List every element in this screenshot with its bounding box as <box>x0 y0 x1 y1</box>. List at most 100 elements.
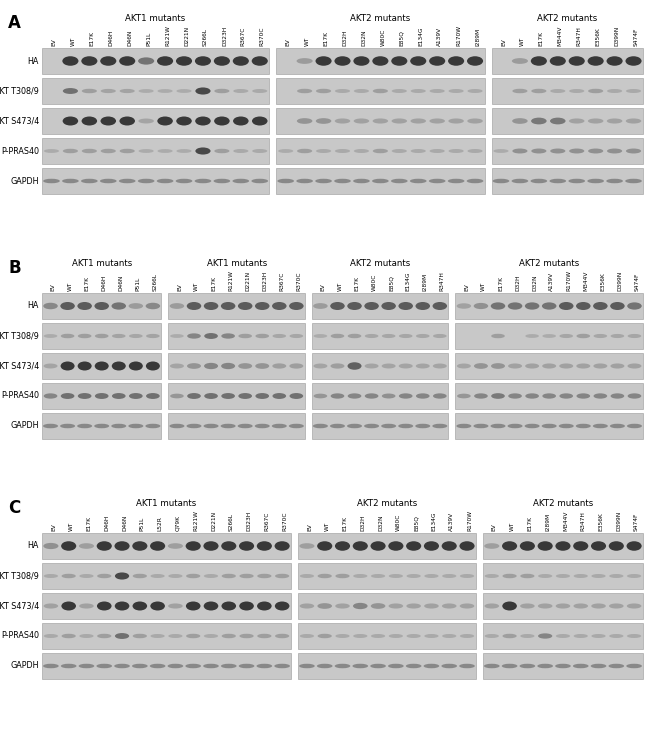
Ellipse shape <box>222 601 236 610</box>
Ellipse shape <box>120 117 135 126</box>
Ellipse shape <box>150 664 166 668</box>
Ellipse shape <box>484 604 499 608</box>
Ellipse shape <box>60 424 75 428</box>
Ellipse shape <box>170 363 184 369</box>
Text: W80C: W80C <box>372 273 376 291</box>
Bar <box>456 323 643 349</box>
Ellipse shape <box>607 148 622 154</box>
Text: R121W: R121W <box>193 510 198 531</box>
Ellipse shape <box>77 302 92 310</box>
Ellipse shape <box>433 393 447 398</box>
Ellipse shape <box>508 424 523 428</box>
Ellipse shape <box>239 334 252 339</box>
Ellipse shape <box>176 117 192 126</box>
Text: R347H: R347H <box>577 26 582 46</box>
Ellipse shape <box>317 603 332 609</box>
Ellipse shape <box>542 303 556 309</box>
Ellipse shape <box>382 334 395 338</box>
Ellipse shape <box>255 393 269 399</box>
Text: P51L: P51L <box>136 276 141 291</box>
Text: AKT1 mutants: AKT1 mutants <box>207 259 266 268</box>
Bar <box>42 323 161 349</box>
Ellipse shape <box>391 118 407 124</box>
Ellipse shape <box>541 424 556 428</box>
Ellipse shape <box>239 542 254 551</box>
Ellipse shape <box>610 302 625 310</box>
Bar <box>276 78 484 104</box>
Ellipse shape <box>233 179 249 184</box>
Ellipse shape <box>168 543 183 549</box>
Ellipse shape <box>432 424 447 428</box>
Text: D46N: D46N <box>122 515 127 531</box>
Ellipse shape <box>43 424 58 428</box>
Ellipse shape <box>187 393 201 399</box>
Ellipse shape <box>493 149 508 153</box>
Ellipse shape <box>316 149 331 153</box>
Ellipse shape <box>186 542 201 551</box>
Ellipse shape <box>316 89 331 93</box>
Text: D399N: D399N <box>615 25 619 46</box>
Bar <box>42 48 269 74</box>
Text: AKT T308/9: AKT T308/9 <box>0 86 39 96</box>
Bar <box>456 383 643 409</box>
Bar <box>298 563 476 589</box>
Ellipse shape <box>81 179 98 184</box>
Text: W80C: W80C <box>396 514 401 531</box>
Ellipse shape <box>538 574 552 578</box>
Ellipse shape <box>95 362 109 371</box>
Ellipse shape <box>151 574 164 578</box>
Ellipse shape <box>313 334 327 338</box>
Ellipse shape <box>371 634 385 638</box>
Bar <box>491 138 643 164</box>
Text: D46H: D46H <box>101 275 107 291</box>
Ellipse shape <box>221 393 235 399</box>
Ellipse shape <box>255 302 270 310</box>
Ellipse shape <box>79 634 94 638</box>
Ellipse shape <box>467 149 482 153</box>
Ellipse shape <box>239 664 254 668</box>
Text: WT: WT <box>68 282 73 291</box>
Ellipse shape <box>569 56 585 66</box>
Ellipse shape <box>410 56 426 66</box>
Ellipse shape <box>577 393 590 398</box>
Ellipse shape <box>313 424 328 428</box>
Text: GAPDH: GAPDH <box>10 422 39 431</box>
Ellipse shape <box>221 542 237 551</box>
Bar <box>42 168 269 194</box>
Text: S266L: S266L <box>229 513 234 531</box>
Ellipse shape <box>79 604 94 608</box>
Text: R170W: R170W <box>467 510 472 531</box>
Ellipse shape <box>101 117 116 126</box>
Bar <box>168 383 305 409</box>
Ellipse shape <box>416 363 430 369</box>
Ellipse shape <box>168 574 183 578</box>
Ellipse shape <box>591 542 606 551</box>
Text: P51L: P51L <box>146 31 151 46</box>
Ellipse shape <box>62 634 76 638</box>
Bar <box>491 78 643 104</box>
Bar <box>42 138 269 164</box>
Ellipse shape <box>300 634 314 638</box>
Ellipse shape <box>415 302 430 310</box>
Bar <box>42 383 161 409</box>
Ellipse shape <box>239 601 254 610</box>
Ellipse shape <box>467 179 484 184</box>
Ellipse shape <box>430 149 445 153</box>
Ellipse shape <box>556 604 570 608</box>
Ellipse shape <box>313 394 327 398</box>
Bar <box>483 623 643 649</box>
Text: WT: WT <box>337 282 343 291</box>
Ellipse shape <box>275 601 289 610</box>
Ellipse shape <box>221 333 235 339</box>
Ellipse shape <box>94 302 109 310</box>
Ellipse shape <box>609 604 623 608</box>
Ellipse shape <box>62 56 79 66</box>
Text: AKT S473/4: AKT S473/4 <box>0 117 39 126</box>
Bar <box>491 108 643 134</box>
Ellipse shape <box>289 334 303 338</box>
Ellipse shape <box>115 572 129 580</box>
Ellipse shape <box>334 179 351 184</box>
Ellipse shape <box>44 303 58 309</box>
Ellipse shape <box>457 303 471 309</box>
Ellipse shape <box>429 56 445 66</box>
